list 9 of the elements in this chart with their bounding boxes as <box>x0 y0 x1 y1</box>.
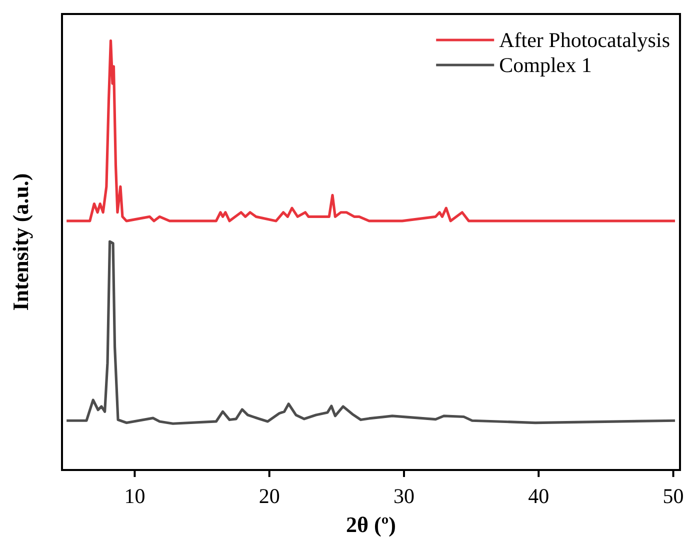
x-tick-label: 30 <box>393 484 414 508</box>
x-tick-label: 20 <box>258 484 280 508</box>
legend-label: After Photocatalysis <box>499 28 670 52</box>
y-axis-title: Intensity (a.u.) <box>8 173 33 311</box>
x-tick-label: 50 <box>662 484 684 508</box>
x-tick-label: 10 <box>124 484 146 508</box>
x-tick-label: 40 <box>528 484 550 508</box>
legend-label: Complex 1 <box>499 53 592 77</box>
x-axis-title: 2θ (º) <box>346 512 396 537</box>
